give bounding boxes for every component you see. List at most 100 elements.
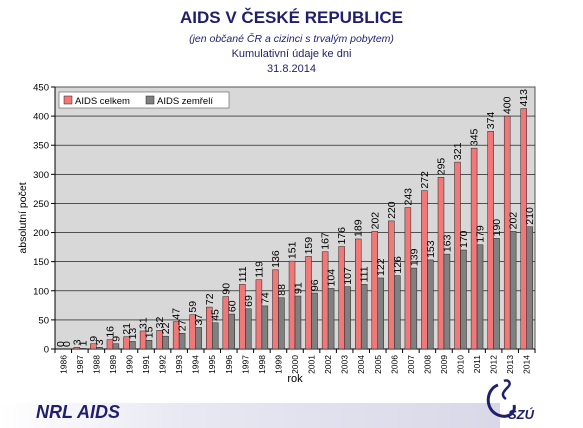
bar-chart: 0501001502002503003504004501986001987311… [17,83,536,386]
x-tick-label: 1992 [158,355,168,374]
y-tick-label: 250 [33,199,49,210]
bar-aids-celkem [288,260,296,350]
x-tick-label: 1988 [91,355,101,374]
data-label: 151 [287,241,299,259]
data-label: 3 [94,339,106,345]
data-label: 202 [508,212,520,230]
bar-aids-zemreli [443,253,451,350]
x-tick-label: 1991 [141,355,151,374]
data-label: 60 [226,300,238,312]
bar-aids-celkem [470,147,478,350]
x-tick-label: 2005 [373,355,383,374]
data-label: 374 [485,112,497,130]
data-label: 0 [55,341,67,347]
data-label: 9 [88,336,100,342]
data-label: 13 [127,328,139,340]
legend-box [58,91,230,109]
bar-aids-zemreli [245,308,252,350]
bar-aids-celkem [503,115,511,350]
data-label: 15 [144,326,156,338]
bar-aids-celkem [338,246,345,350]
logo-text: SZÚ [508,407,535,422]
data-label: 345 [469,128,481,146]
bar-aids-zemreli [476,244,484,350]
legend-label: AIDS zemřelí [157,96,213,107]
x-tick-label: 2000 [290,355,300,374]
szu-logo: SZÚ [486,379,535,422]
x-tick-label: 1995 [207,355,217,374]
data-label: 72 [204,293,216,305]
data-label: 210 [524,207,536,225]
data-label: 22 [160,322,172,334]
data-label: 220 [386,201,398,219]
y-tick-label: 350 [33,141,49,152]
x-tick-label: 2014 [522,355,532,374]
bar-aids-zemreli [79,348,87,350]
bar-aids-celkem [321,251,329,350]
data-label: 59 [187,301,199,313]
legend-swatch-aids-celkem [63,95,73,105]
data-label: 111 [237,266,249,282]
bar-aids-zemreli [427,259,434,350]
footer-band [0,403,500,428]
data-label: 170 [458,230,470,248]
bar-aids-celkem [139,330,147,350]
x-tick-label: 1987 [75,355,85,374]
bar-aids-celkem [520,108,527,350]
bar-aids-zemreli [327,288,335,350]
x-tick-label: 2004 [356,355,366,374]
y-axis-label: absolutní počet [17,182,29,253]
bar-aids-zemreli [178,333,186,350]
report-date: 31.8.2014 [267,63,316,75]
chart-title: AIDS V ČESKÉ REPUBLICE [180,8,403,27]
data-label: 32 [154,317,166,329]
bar-aids-celkem [388,220,395,350]
logo-swoosh [486,383,516,418]
data-label: 16 [104,326,116,338]
bar-aids-celkem [305,256,312,350]
y-tick-label: 50 [38,315,49,326]
bar-aids-celkem [239,284,246,350]
bar-aids-zemreli [228,313,236,350]
data-label: 45 [210,309,222,321]
data-label: 47 [171,308,183,320]
bar-aids-celkem [272,269,279,350]
bar-aids-zemreli [96,347,103,350]
x-tick-label: 1994 [191,355,201,374]
data-label: 3 [71,339,83,345]
nrl-aids-logo: NRL AIDS [36,402,121,422]
x-tick-label: 1996 [224,355,234,374]
bar-aids-zemreli [410,267,418,350]
y-tick-label: 100 [33,286,49,297]
x-tick-label: 2011 [472,355,482,374]
bar-aids-zemreli [294,295,302,350]
y-tick-label: 450 [33,83,49,94]
y-tick-label: 0 [44,345,49,356]
data-label: 413 [518,89,530,107]
data-label: 167 [320,232,332,250]
bar-aids-zemreli [344,286,351,350]
x-tick-label: 1993 [174,355,184,374]
bar-aids-celkem [354,238,362,350]
data-label: 119 [253,261,265,278]
data-label: 163 [441,234,453,252]
bar-aids-zemreli [261,305,269,350]
bar-aids-zemreli [129,341,136,350]
bar-aids-zemreli [509,231,517,350]
x-tick-label: 1986 [58,355,68,374]
data-label: 159 [303,237,315,255]
logo-snake [501,379,511,401]
chart-subtitle: (jen občané ČR a cizinci s trvalým pobyt… [189,33,394,45]
data-label: 74 [259,292,271,304]
data-label: 139 [408,248,420,266]
bar-aids-celkem [73,347,81,350]
bar-aids-celkem [371,231,379,350]
bar-aids-zemreli [211,322,219,350]
bar-aids-zemreli [526,226,533,350]
legend-swatch-aids-zemreli [145,95,155,105]
data-label: 136 [270,250,282,268]
bar-aids-zemreli [162,335,169,350]
data-label: 189 [353,219,365,237]
y-tick-label: 400 [33,112,49,123]
x-axis-label: rok [287,373,303,385]
